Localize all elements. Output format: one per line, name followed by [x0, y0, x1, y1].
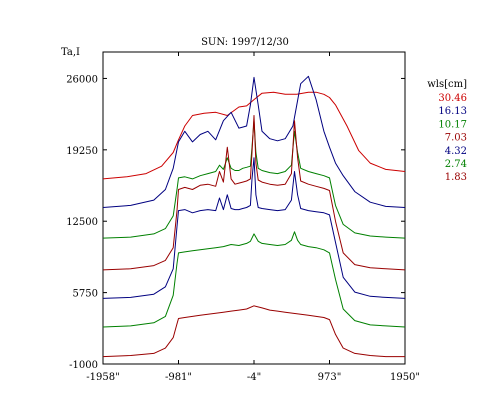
series-line-2-74 — [102, 231, 406, 328]
series-lines — [102, 75, 406, 358]
series-line-10-17 — [102, 120, 406, 239]
y-tick-label: -1000 — [69, 360, 98, 371]
y-tick-label: 19250 — [66, 146, 98, 157]
x-tick-label: -981" — [165, 372, 192, 383]
x-axis: -1958" -981" -4" 973" 1950" — [86, 52, 420, 383]
legend: wls[cm] 30.46 16.13 10.17 7.03 4.32 2.74 1.83 — [427, 79, 467, 183]
series-line-16-13 — [102, 75, 406, 208]
y-axis-label: Ta,I — [61, 47, 80, 58]
legend-entry: 2.74 — [445, 159, 467, 170]
series-line-1-83 — [102, 305, 405, 358]
y-tick-label: 26000 — [66, 74, 98, 85]
legend-entry: 16.13 — [438, 106, 467, 117]
y-axis: 26000 19250 12500 5750 -1000 — [66, 74, 405, 371]
x-tick-label: -1958" — [86, 372, 119, 383]
legend-entry: 4.32 — [445, 146, 467, 157]
plot-frame — [102, 51, 406, 365]
legend-entry: 1.83 — [445, 172, 467, 183]
chart-title: SUN: 1997/12/30 — [201, 37, 289, 48]
legend-entry: 7.03 — [445, 133, 467, 144]
legend-entry: 10.17 — [438, 119, 467, 130]
x-tick-label: 973" — [318, 372, 342, 383]
series-line-4-32 — [102, 157, 406, 299]
x-tick-label: -4" — [247, 372, 261, 383]
series-line-30-46 — [102, 91, 406, 180]
y-tick-label: 12500 — [66, 217, 98, 228]
y-tick-label: 5750 — [73, 289, 98, 300]
series-line-7-03 — [102, 115, 406, 271]
x-tick-label: 1950" — [390, 372, 420, 383]
legend-entry: 30.46 — [438, 93, 467, 104]
legend-title: wls[cm] — [427, 79, 467, 90]
